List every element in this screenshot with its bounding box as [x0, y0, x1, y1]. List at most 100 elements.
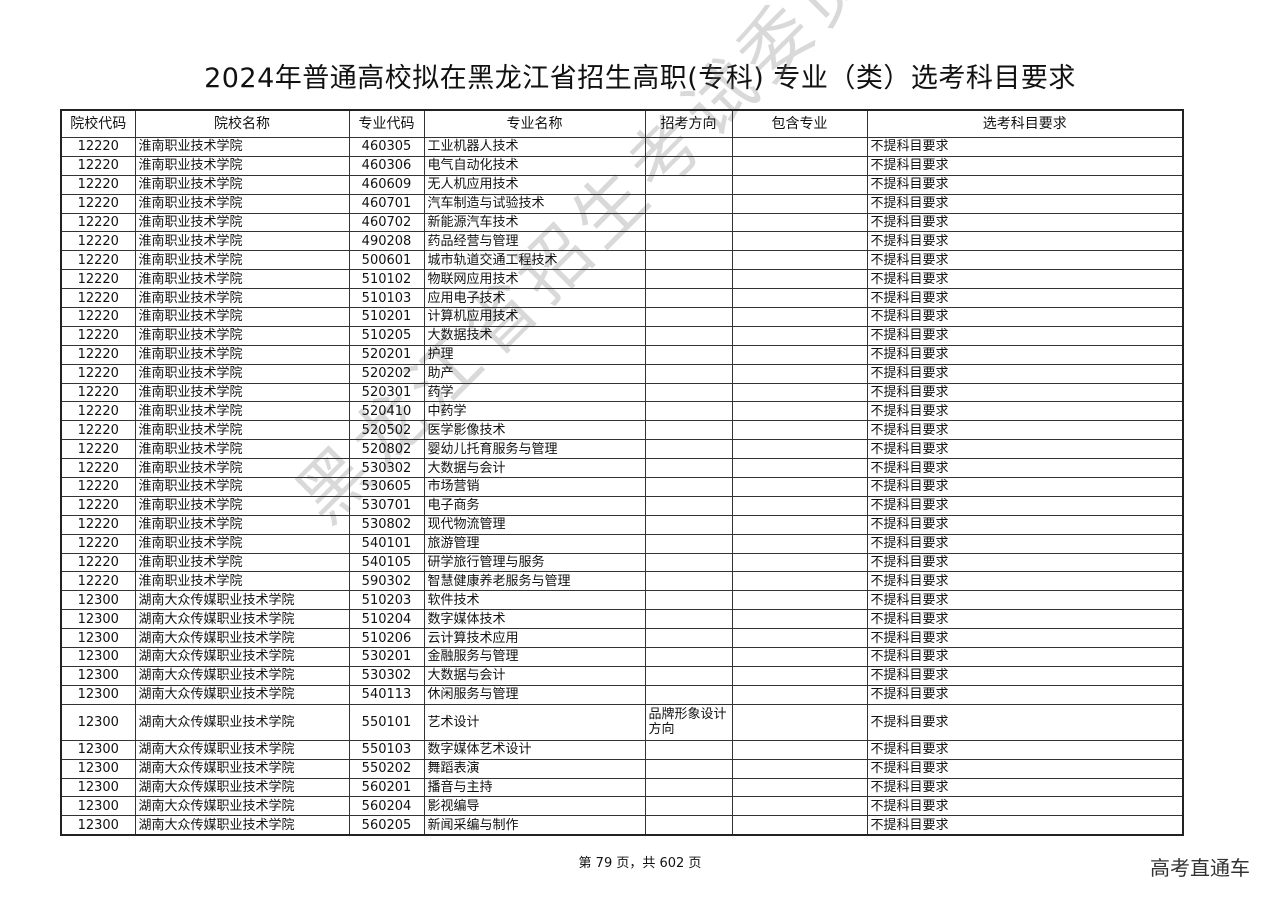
table-cell [731, 665, 868, 686]
table-row: 12220 淮南职业技术学院 540105 研学旅行管理与服务 不提科目要求 [60, 552, 1184, 573]
table-cell: 12300 [60, 647, 136, 667]
table-cell [731, 382, 868, 403]
table-cell: 560201 [348, 777, 425, 798]
table-row: 12220 淮南职业技术学院 530605 市场营销 不提科目要求 [60, 477, 1184, 497]
table-cell: 12300 [60, 590, 136, 611]
table-cell: 医学影像技术 [423, 420, 646, 441]
table-cell: 540101 [348, 533, 425, 554]
table-cell [731, 815, 868, 836]
table-cell [644, 137, 733, 157]
table-cell: 12220 [60, 307, 136, 327]
table-row: 12220 淮南职业技术学院 530701 电子商务 不提科目要求 [60, 495, 1184, 516]
table-row: 12300 湖南大众传媒职业技术学院 510204 数字媒体技术 不提科目要求 [60, 609, 1184, 630]
table-cell: 不提科目要求 [866, 363, 1184, 384]
table-cell [731, 758, 868, 779]
table-cell: 淮南职业技术学院 [134, 552, 350, 573]
table-cell: 湖南大众传媒职业技术学院 [134, 684, 350, 705]
table-cell [644, 815, 733, 836]
table-cell: 淮南职业技术学院 [134, 193, 350, 214]
table-cell [731, 363, 868, 384]
table-cell: 490208 [348, 231, 425, 252]
table-cell [731, 684, 868, 705]
table-cell: 数字媒体技术 [423, 609, 646, 630]
table-row: 12220 淮南职业技术学院 510102 物联网应用技术 不提科目要求 [60, 269, 1184, 290]
column-header: 招考方向 [644, 109, 733, 138]
table-cell: 电气自动化技术 [423, 155, 646, 176]
table-cell: 电子商务 [423, 495, 646, 516]
table-cell: 不提科目要求 [866, 269, 1184, 290]
column-header: 选考科目要求 [866, 109, 1184, 138]
table-cell: 大数据技术 [423, 325, 646, 346]
table-cell [644, 231, 733, 252]
table-cell [644, 363, 733, 384]
table-cell: 助产 [423, 363, 646, 384]
table-cell [731, 552, 868, 573]
table-cell: 不提科目要求 [866, 533, 1184, 554]
table-cell: 530605 [348, 477, 425, 497]
table-cell: 12220 [60, 439, 136, 460]
table-row: 12300 湖南大众传媒职业技术学院 510203 软件技术 不提科目要求 [60, 590, 1184, 611]
table-cell: 不提科目要求 [866, 193, 1184, 214]
table-cell [731, 344, 868, 365]
table-cell: 旅游管理 [423, 533, 646, 554]
table-row: 12220 淮南职业技术学院 520802 婴幼儿托育服务与管理 不提科目要求 [60, 439, 1184, 460]
table-row: 12300 湖南大众传媒职业技术学院 550103 数字媒体艺术设计 不提科目要求 [60, 739, 1184, 760]
table-row: 12220 淮南职业技术学院 540101 旅游管理 不提科目要求 [60, 533, 1184, 554]
table-cell: 12220 [60, 137, 136, 157]
table-cell: 540113 [348, 684, 425, 705]
table-row: 12220 淮南职业技术学院 510201 计算机应用技术 不提科目要求 [60, 307, 1184, 327]
table-row: 12300 湖南大众传媒职业技术学院 550101 艺术设计 品牌形象设计方向 不提科目要… [60, 703, 1184, 741]
table-cell: 淮南职业技术学院 [134, 344, 350, 365]
table-cell: 12220 [60, 571, 136, 592]
table-row: 12220 淮南职业技术学院 460702 新能源汽车技术 不提科目要求 [60, 212, 1184, 233]
table-row: 12300 湖南大众传媒职业技术学院 510206 云计算技术应用 不提科目要求 [60, 628, 1184, 649]
table-cell [731, 420, 868, 441]
table-cell: 12220 [60, 193, 136, 214]
table-cell [731, 193, 868, 214]
table-cell [644, 325, 733, 346]
table-cell [644, 307, 733, 327]
table-cell: 大数据与会计 [423, 665, 646, 686]
table-cell: 不提科目要求 [866, 684, 1184, 705]
table-cell: 淮南职业技术学院 [134, 514, 350, 535]
table-cell: 不提科目要求 [866, 796, 1184, 817]
table-cell: 汽车制造与试验技术 [423, 193, 646, 214]
table-row: 12220 淮南职业技术学院 520410 中药学 不提科目要求 [60, 401, 1184, 422]
table-cell: 应用电子技术 [423, 288, 646, 309]
table-cell: 不提科目要求 [866, 439, 1184, 460]
table-cell [644, 458, 733, 479]
table-cell: 淮南职业技术学院 [134, 439, 350, 460]
table-row: 12300 湖南大众传媒职业技术学院 560201 播音与主持 不提科目要求 [60, 777, 1184, 798]
table-cell: 淮南职业技术学院 [134, 231, 350, 252]
table-cell: 不提科目要求 [866, 307, 1184, 327]
table-cell [644, 796, 733, 817]
table-cell: 12220 [60, 155, 136, 176]
table-cell [731, 137, 868, 157]
table-cell: 中药学 [423, 401, 646, 422]
table-cell: 淮南职业技术学院 [134, 155, 350, 176]
table-cell: 淮南职业技术学院 [134, 495, 350, 516]
table-cell [644, 155, 733, 176]
requirements-table: 院校代码 院校名称 专业代码 专业名称 招考方向 包含专业 选考科目要求 12220 淮南职业… [60, 109, 1184, 837]
table-cell [731, 533, 868, 554]
table-cell [644, 495, 733, 516]
table-cell: 500601 [348, 250, 425, 271]
column-header: 院校名称 [134, 109, 350, 138]
table-cell [731, 514, 868, 535]
table-cell: 460701 [348, 193, 425, 214]
table-cell: 护理 [423, 344, 646, 365]
page-number: 第 79 页，共 602 页 [578, 856, 702, 871]
table-cell: 12300 [60, 777, 136, 798]
table-cell: 12220 [60, 363, 136, 384]
table-cell [644, 590, 733, 611]
table-cell: 不提科目要求 [866, 250, 1184, 271]
table-cell: 不提科目要求 [866, 609, 1184, 630]
table-cell: 12220 [60, 477, 136, 497]
table-row: 12220 淮南职业技术学院 520502 医学影像技术 不提科目要求 [60, 420, 1184, 441]
table-cell: 12300 [60, 665, 136, 686]
table-cell [731, 703, 868, 741]
table-cell [644, 193, 733, 214]
table-cell: 12300 [60, 609, 136, 630]
table-row: 12220 淮南职业技术学院 510103 应用电子技术 不提科目要求 [60, 288, 1184, 309]
table-cell: 湖南大众传媒职业技术学院 [134, 758, 350, 779]
